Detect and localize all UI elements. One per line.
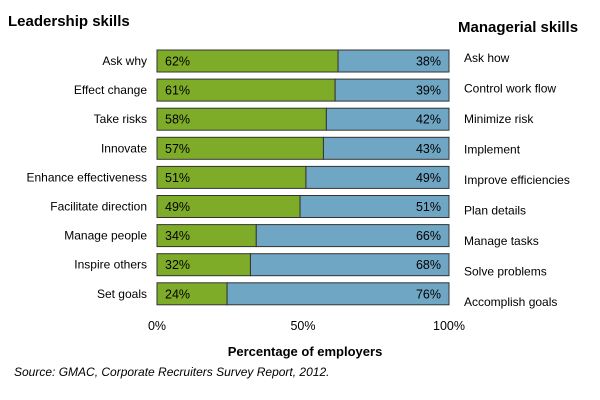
data-label-leadership: 58% xyxy=(165,113,190,127)
category-label-left: Enhance effectiveness xyxy=(26,170,147,184)
data-label-leadership: 57% xyxy=(165,142,190,156)
data-label-managerial: 49% xyxy=(416,171,441,185)
labels-group: 62% 38% Ask why Ask how 61% 39% Effect change C… xyxy=(26,51,569,309)
data-label-leadership: 62% xyxy=(165,55,190,69)
category-label-left: Facilitate direction xyxy=(50,200,147,214)
data-label-managerial: 43% xyxy=(416,142,441,156)
bar-segment-managerial xyxy=(305,165,450,189)
data-label-leadership: 34% xyxy=(165,229,190,243)
x-tick-label: 100% xyxy=(433,319,465,333)
data-label-managerial: 42% xyxy=(416,113,441,127)
bar-segment-managerial xyxy=(249,253,450,277)
right-heading: Managerial skills xyxy=(458,19,578,36)
bar-segment-managerial xyxy=(226,282,450,306)
data-label-leadership: 24% xyxy=(165,287,190,301)
data-label-managerial: 76% xyxy=(416,287,441,301)
category-label-left: Manage people xyxy=(64,229,147,243)
category-label-right: Ask how xyxy=(464,51,510,65)
category-label-right: Plan details xyxy=(464,204,526,218)
x-tick-label: 50% xyxy=(290,319,315,333)
bar-segment-managerial xyxy=(337,49,450,73)
category-label-left: Inspire others xyxy=(74,258,147,272)
data-label-managerial: 68% xyxy=(416,258,441,272)
category-label-right: Implement xyxy=(464,143,521,157)
left-heading: Leadership skills xyxy=(8,13,130,30)
data-label-leadership: 61% xyxy=(165,84,190,98)
x-ticks-group: 0% 50% 100% xyxy=(148,319,465,333)
category-label-right: Accomplish goals xyxy=(464,295,557,309)
bars-group xyxy=(156,49,450,306)
category-label-left: Innovate xyxy=(101,141,147,155)
x-axis-title: Percentage of employers xyxy=(228,344,383,359)
data-label-managerial: 39% xyxy=(416,84,441,98)
category-label-right: Manage tasks xyxy=(464,234,539,248)
category-label-right: Minimize risk xyxy=(464,112,534,126)
data-label-leadership: 49% xyxy=(165,200,190,214)
data-label-managerial: 38% xyxy=(416,55,441,69)
data-label-managerial: 66% xyxy=(416,229,441,243)
category-label-right: Control work flow xyxy=(464,82,556,96)
category-label-right: Solve problems xyxy=(464,265,547,279)
bar-segment-managerial xyxy=(325,107,450,131)
bar-segment-managerial xyxy=(322,136,450,160)
category-label-left: Set goals xyxy=(97,287,147,301)
bar-segment-managerial xyxy=(299,195,450,218)
data-label-leadership: 51% xyxy=(165,171,190,185)
data-label-leadership: 32% xyxy=(165,258,190,272)
category-label-left: Ask why xyxy=(102,54,147,68)
source-note: Source: GMAC, Corporate Recruiters Surve… xyxy=(14,365,329,379)
category-label-left: Take risks xyxy=(94,112,147,126)
data-label-managerial: 51% xyxy=(416,200,441,214)
category-label-left: Effect change xyxy=(74,83,147,97)
bar-segment-managerial xyxy=(334,78,450,102)
category-label-right: Improve efficiencies xyxy=(464,173,570,187)
bar-segment-managerial xyxy=(255,224,450,248)
x-tick-label: 0% xyxy=(148,319,166,333)
